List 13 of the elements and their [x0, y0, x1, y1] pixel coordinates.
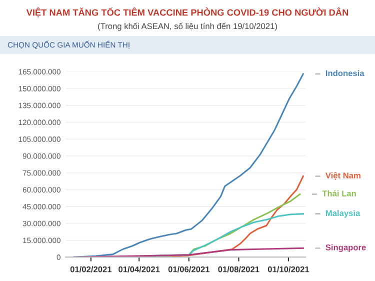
line-series [73, 73, 304, 258]
chart-subtitle: (Trong khối ASEAN, số liệu tính đến 19/10/2021) [98, 22, 277, 31]
x-tick-label: 01/08/2021 [218, 266, 260, 272]
x-tick-label: 01/10/2021 [268, 266, 310, 272]
x-tick-label: 01/04/2021 [118, 266, 160, 272]
text: Indonesia [326, 70, 364, 76]
x-tick-label: 01/06/2021 [168, 266, 210, 272]
text: Việt Nam [325, 172, 360, 180]
text: Singapore [326, 244, 366, 252]
chart-title: VIỆT NAM TĂNG TỐC TIÊM VACCINE PHÒNG COVID-19 CHO NGƯỜI DÂN [26, 7, 348, 18]
text: Thái Lan [322, 190, 356, 196]
x-tick-label: 01/02/2021 [70, 266, 112, 272]
text: Malaysia [326, 210, 360, 218]
